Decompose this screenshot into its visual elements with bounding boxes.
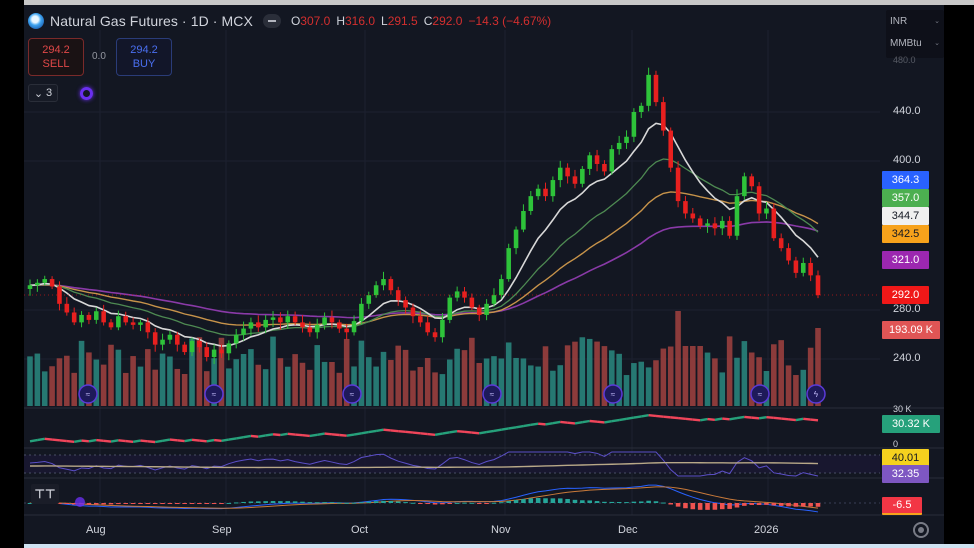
svg-text:≈: ≈ bbox=[212, 390, 217, 399]
time-axis-label: Aug bbox=[86, 524, 106, 536]
symbol-logo-icon bbox=[28, 13, 44, 29]
price-axis-label: 400.0 bbox=[893, 154, 921, 166]
dividend-event-icon[interactable]: ≈ bbox=[750, 384, 770, 404]
last-price-tag: 292.0 bbox=[882, 286, 929, 304]
svg-text:≈: ≈ bbox=[350, 390, 355, 399]
lightning-event-icon[interactable]: ϟ bbox=[806, 384, 826, 404]
ema-green-tag: 357.0 bbox=[882, 189, 929, 207]
time-axis-label: Oct bbox=[351, 524, 369, 536]
macd-indicator bbox=[24, 484, 880, 513]
time-axis-label: Dec bbox=[618, 524, 638, 536]
sell-label: SELL bbox=[42, 58, 70, 70]
price-axis-label: 480.0 bbox=[893, 55, 916, 65]
buy-price: 294.2 bbox=[130, 44, 158, 56]
buy-button[interactable]: 294.2 BUY bbox=[116, 38, 172, 76]
obv-indicator bbox=[29, 414, 819, 444]
unit-value: MMBtu bbox=[890, 37, 922, 49]
spread-value: 0.0 bbox=[92, 51, 106, 62]
svg-text:≈: ≈ bbox=[86, 390, 91, 399]
macd-value-tag: -6.5 bbox=[882, 497, 922, 515]
sell-button[interactable]: 294.2 SELL bbox=[28, 38, 84, 76]
rsi-value-tag-yellow: 40.01 bbox=[882, 449, 929, 467]
high-value: 316.0 bbox=[344, 14, 376, 28]
dividend-event-icon[interactable]: ≈ bbox=[204, 384, 224, 404]
window-top-border bbox=[24, 0, 974, 5]
close-value: 292.0 bbox=[432, 14, 463, 28]
rsi-axis-label: 0 bbox=[893, 439, 899, 449]
legend-toggle-button[interactable] bbox=[262, 14, 281, 28]
obv-value-tag: 30.32 K bbox=[882, 415, 940, 433]
chevron-down-icon: ⌄ bbox=[934, 18, 940, 25]
time-axis-label: Nov bbox=[491, 524, 511, 536]
macd-pane-icon[interactable]: ⊤⊤ bbox=[31, 484, 59, 504]
close-label: C bbox=[423, 14, 433, 28]
open-label: O bbox=[290, 14, 301, 28]
dividend-event-icon[interactable]: ≈ bbox=[78, 384, 98, 404]
ema-purple-tag: 321.0 bbox=[882, 251, 929, 269]
chevron-down-icon: ⌄ bbox=[934, 40, 940, 47]
rsi-indicator bbox=[24, 451, 880, 477]
symbol-legend: Natural Gas Futures · 1D · MCX O307.0 H3… bbox=[28, 10, 551, 32]
indicator-count: 3 bbox=[46, 87, 53, 99]
ema-orange-tag: 342.5 bbox=[882, 225, 929, 243]
ohlc-values: O307.0 H316.0 L291.5 C292.0 −14.3 (−4.67… bbox=[291, 14, 551, 28]
chevron-down-icon: ⌄ bbox=[33, 87, 44, 100]
currency-dropdown[interactable]: INR ⌄ bbox=[886, 10, 944, 32]
open-value: 307.0 bbox=[300, 14, 331, 28]
obv-axis-label: 30 K bbox=[893, 404, 912, 414]
high-label: H bbox=[336, 14, 345, 28]
dividend-event-icon[interactable]: ≈ bbox=[342, 384, 362, 404]
volume-tag: 193.09 K bbox=[882, 321, 940, 339]
price-axis-label: 240.0 bbox=[893, 352, 921, 364]
symbol-title[interactable]: Natural Gas Futures · 1D · MCX bbox=[50, 13, 253, 29]
time-axis-label: 2026 bbox=[754, 524, 779, 536]
sell-price: 294.2 bbox=[42, 44, 70, 56]
low-value: 291.5 bbox=[387, 14, 418, 28]
moving-averages bbox=[29, 122, 819, 347]
unit-dropdown[interactable]: MMBtu ⌄ bbox=[886, 32, 944, 54]
unit-selector: INR ⌄ MMBtu ⌄ bbox=[886, 10, 944, 58]
right-margin bbox=[944, 5, 974, 544]
svg-text:≈: ≈ bbox=[758, 390, 763, 399]
svg-text:ϟ: ϟ bbox=[814, 390, 819, 399]
ema-blue-tag: 364.3 bbox=[882, 171, 929, 189]
rsi-value-tag-purple: 32.35 bbox=[882, 465, 929, 483]
svg-text:≈: ≈ bbox=[611, 390, 616, 399]
currency-value: INR bbox=[890, 15, 908, 27]
ema-white-tag: 344.7 bbox=[882, 207, 929, 225]
indicators-collapse-button[interactable]: ⌄ 3 bbox=[28, 84, 58, 102]
candlesticks[interactable] bbox=[27, 67, 821, 364]
dividend-event-icon[interactable]: ≈ bbox=[482, 384, 502, 404]
indicator-status-icon[interactable] bbox=[80, 87, 93, 100]
buy-label: BUY bbox=[132, 58, 156, 70]
minus-icon bbox=[267, 20, 276, 22]
macd-marker-icon[interactable] bbox=[75, 497, 85, 507]
svg-text:≈: ≈ bbox=[490, 390, 495, 399]
price-axis-label: 280.0 bbox=[893, 303, 921, 315]
settings-gear-icon[interactable] bbox=[913, 522, 929, 538]
dividend-event-icon[interactable]: ≈ bbox=[603, 384, 623, 404]
low-label: L bbox=[381, 14, 388, 28]
price-axis-label: 440.0 bbox=[893, 105, 921, 117]
time-axis-label: Sep bbox=[212, 524, 232, 536]
volume-bars bbox=[27, 311, 821, 406]
grid-lines bbox=[24, 30, 880, 515]
window-bottom-border bbox=[24, 544, 974, 548]
change-value: −14.3 (−4.67%) bbox=[468, 14, 552, 28]
